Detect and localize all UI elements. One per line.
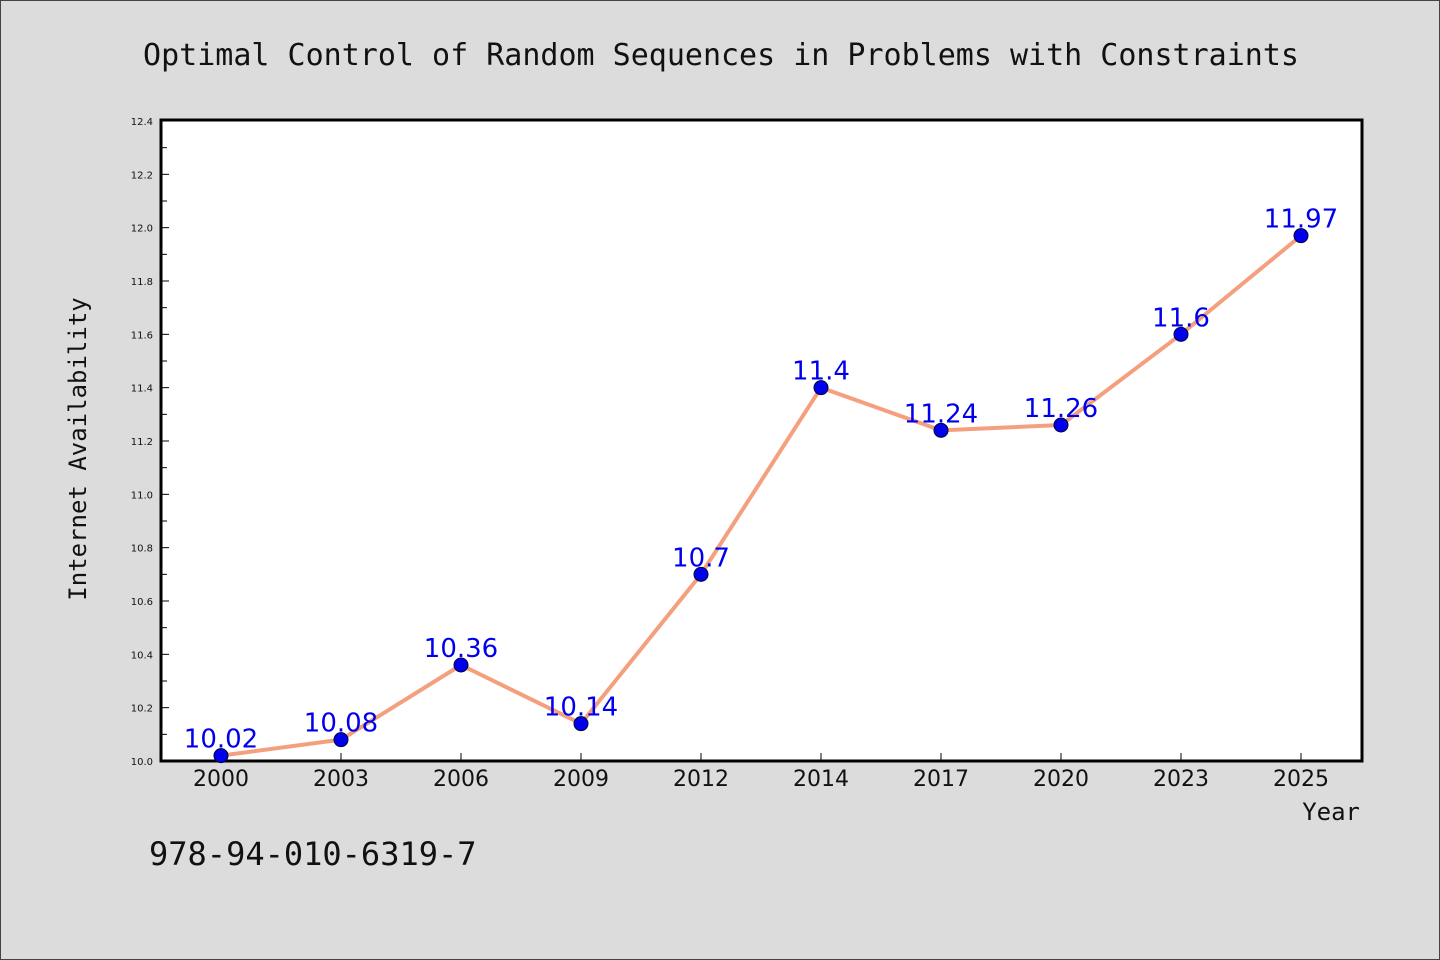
- data-point: [333, 732, 349, 748]
- data-labels-group: 10.02 10.08 10.36 10.14 10.7 11.4 11.24 11.26 11…: [184, 205, 1338, 755]
- x-tick-label: 2009: [553, 767, 609, 792]
- x-tick-label: 2000: [193, 767, 249, 792]
- y-tick-label: 12.4: [131, 117, 153, 128]
- data-label: 11.24: [904, 399, 978, 429]
- data-label: 10.7: [672, 543, 730, 573]
- x-tick-label: 2023: [1153, 767, 1209, 792]
- y-tick-label: 11.8: [131, 277, 153, 288]
- y-tick-label: 11.6: [131, 330, 153, 341]
- y-tick-label: 10.4: [131, 650, 153, 661]
- data-label: 11.4: [792, 357, 850, 387]
- series-group: [213, 228, 1309, 764]
- x-tick-label: 2006: [433, 767, 489, 792]
- y-tick-label: 11.4: [131, 384, 153, 395]
- data-label: 11.97: [1264, 205, 1338, 235]
- y-axis: 10.0 10.2 10.4 10.6 10.8 11.0 11.2 11.4 11.6 11.8…: [131, 117, 169, 768]
- data-point: [1173, 326, 1189, 342]
- x-axis-title: Year: [1302, 798, 1360, 826]
- data-point: [573, 716, 589, 732]
- y-axis-title: Internet Availability: [64, 297, 92, 600]
- data-point: [213, 748, 229, 764]
- x-tick-label: 2014: [793, 767, 849, 792]
- y-tick-label: 10.0: [131, 757, 153, 768]
- data-point: [813, 380, 829, 396]
- data-label: 10.14: [544, 693, 618, 723]
- x-tick-label: 2012: [673, 767, 729, 792]
- data-label: 10.36: [424, 634, 498, 664]
- data-point: [693, 566, 709, 582]
- x-tick-label: 2020: [1033, 767, 1089, 792]
- data-label: 10.02: [184, 725, 258, 755]
- isbn-label: 978-94-010-6319-7: [149, 835, 477, 873]
- x-tick-label: 2017: [913, 767, 969, 792]
- chart-title: Optimal Control of Random Sequences in P…: [143, 38, 1299, 73]
- y-tick-label: 12.0: [131, 224, 153, 235]
- series-line: [220, 234, 1303, 758]
- data-point: [1053, 417, 1069, 433]
- data-point: [933, 422, 949, 438]
- y-tick-label: 10.6: [131, 597, 153, 608]
- data-point: [453, 657, 469, 673]
- y-tick-label: 10.8: [131, 544, 153, 555]
- y-tick-label: 11.0: [131, 490, 153, 501]
- x-axis: 2000 2003 2006 2009 2012 2014 2017 2020 2023 2025: [193, 753, 1329, 792]
- plot-area: [159, 118, 1364, 763]
- x-tick-label: 2003: [313, 767, 369, 792]
- data-label: 10.08: [304, 709, 378, 739]
- data-label: 11.26: [1024, 394, 1098, 424]
- x-tick-label: 2025: [1273, 767, 1329, 792]
- y-tick-label: 11.2: [131, 437, 153, 448]
- y-tick-label: 12.2: [131, 170, 153, 181]
- data-point: [1293, 228, 1309, 244]
- data-label: 11.6: [1152, 303, 1210, 333]
- y-tick-label: 10.2: [131, 704, 153, 715]
